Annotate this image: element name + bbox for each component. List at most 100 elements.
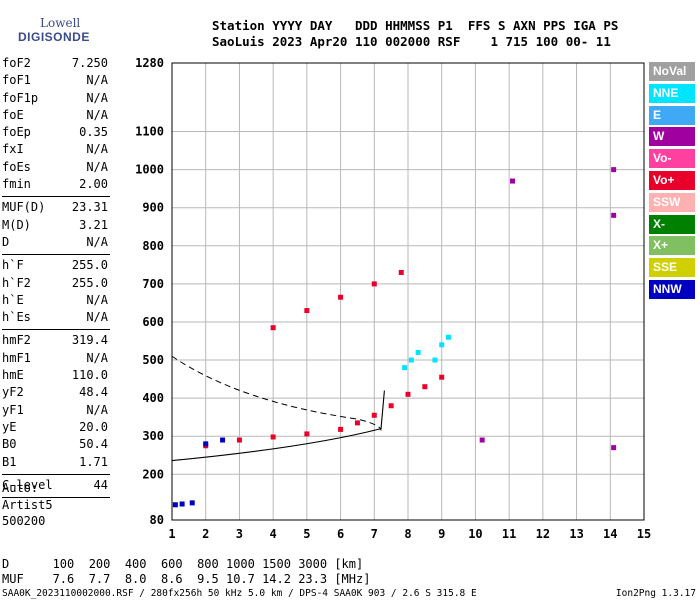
legend-item: X+	[649, 236, 695, 256]
param-value: 0.35	[79, 125, 108, 140]
param-row: h`Es N/A	[2, 310, 110, 327]
header-labels: Station YYYY DAY DDD HHMMSS P1 FFS S AXN…	[212, 18, 619, 33]
param-name: yF2	[2, 385, 24, 400]
echo-point	[270, 325, 276, 331]
echo-point	[270, 434, 276, 440]
chart-axes	[171, 62, 645, 521]
echo-point	[611, 167, 617, 173]
chart-grid	[171, 62, 645, 521]
param-value: 7.250	[71, 56, 108, 70]
param-row: h`F 255.0	[2, 258, 110, 275]
y-tick-label: 1100	[135, 125, 164, 139]
x-tick-label: 5	[303, 527, 310, 541]
echo-point	[510, 178, 516, 184]
y-tick-label: 80	[150, 513, 164, 527]
electron-density-profile	[171, 355, 385, 462]
legend-item: NNW	[649, 279, 695, 299]
auto-code: 500200	[2, 514, 46, 528]
param-row: yF2 48.4	[2, 385, 110, 402]
echo-point	[179, 501, 185, 507]
param-name: D	[2, 234, 10, 249]
x-tick-label: 8	[404, 527, 411, 541]
echo-point	[405, 391, 411, 397]
param-value: N/A	[86, 350, 108, 365]
x-tick-label: 9	[438, 527, 445, 541]
param-name: foE	[2, 107, 24, 122]
param-row: h`F2 255.0	[2, 276, 110, 293]
param-row: foF2 7.250	[2, 56, 110, 73]
param-row: MUF(D) 23.31	[2, 200, 110, 217]
echo-point	[439, 342, 445, 348]
param-name: h`F2	[2, 275, 31, 290]
echo-points	[172, 167, 617, 508]
param-separator	[2, 497, 110, 499]
param-row: B0 50.4	[2, 437, 110, 454]
param-name: h`Es	[2, 310, 31, 325]
param-separator	[2, 196, 110, 198]
echo-point	[203, 441, 209, 447]
legend-item: NNE	[649, 83, 695, 103]
chart-tick-labels: 1 2 3 4 5 6 7 8 9 10 11 12 13 14 158020030040050060070…	[135, 56, 651, 541]
param-name: yF1	[2, 402, 24, 417]
x-tick-label: 1	[168, 527, 175, 541]
param-name: foEp	[2, 125, 31, 140]
profile-dashed-curve	[171, 355, 382, 431]
echo-point	[172, 502, 178, 508]
x-tick-label: 6	[337, 527, 344, 541]
param-row: foF1p N/A	[2, 91, 110, 108]
param-value: 255.0	[71, 258, 108, 273]
plot-frame	[171, 62, 645, 521]
param-value: 50.4	[79, 437, 108, 452]
param-value: 2.00	[79, 177, 108, 192]
x-tick-label: 12	[536, 527, 550, 541]
param-row: foE N/A	[2, 108, 110, 125]
echo-point	[371, 412, 377, 418]
echo-point	[304, 431, 310, 437]
legend-item: Vo-	[649, 149, 695, 169]
param-row: foEs N/A	[2, 160, 110, 177]
param-name: B0	[2, 437, 17, 452]
param-separator	[2, 329, 110, 331]
echo-point	[611, 212, 617, 218]
autoscaling-info: Auto: Artist5 500200	[2, 480, 53, 530]
x-tick-label: 2	[202, 527, 209, 541]
version-label: Ion2Png 1.3.17	[615, 588, 696, 599]
param-row: hmF2 319.4	[2, 333, 110, 350]
y-tick-label: 300	[142, 429, 164, 443]
auto-artist: Artist5	[2, 497, 53, 512]
param-name: foF2	[2, 56, 31, 70]
legend-item: NoVal	[649, 62, 695, 81]
echo-point	[408, 357, 414, 363]
echo-point	[415, 349, 421, 355]
param-value: N/A	[86, 90, 108, 105]
logo-digisonde-text: DIGISONDE	[18, 30, 90, 44]
ionospheric-parameters-panel: foF2 7.250 foF1 N/A foF1p N/A foE N/A foEp 0.35 fx…	[2, 56, 110, 501]
param-value: N/A	[86, 402, 108, 417]
param-name: yE	[2, 419, 17, 434]
param-row: D N/A	[2, 235, 110, 252]
param-value: 23.31	[71, 200, 108, 215]
echo-point	[422, 384, 428, 390]
param-name: h`F	[2, 258, 24, 273]
profile-solid-curve	[171, 390, 385, 462]
y-tick-label: 500	[142, 353, 164, 367]
y-tick-label: 600	[142, 315, 164, 329]
param-name: MUF(D)	[2, 200, 46, 215]
legend-item: W	[649, 127, 695, 147]
echo-point	[402, 365, 408, 371]
param-value: N/A	[86, 292, 108, 307]
param-name: hmE	[2, 368, 24, 383]
echo-point	[445, 334, 451, 340]
param-row: fxI N/A	[2, 142, 110, 159]
y-tick-label: 400	[142, 391, 164, 405]
param-value: 255.0	[71, 275, 108, 290]
x-tick-label: 7	[371, 527, 378, 541]
polarization-legend: NoVal NNE E W Vo- Vo+ SSW X- X+ SSE NNW	[649, 62, 695, 302]
echo-point	[338, 294, 344, 300]
echo-point	[479, 437, 485, 443]
param-value: N/A	[86, 234, 108, 249]
y-tick-label: 1000	[135, 163, 164, 177]
echo-point	[611, 445, 617, 451]
echo-point	[338, 426, 344, 432]
station-header: Station YYYY DAY DDD HHMMSS P1 FFS S AXN…	[212, 18, 618, 50]
